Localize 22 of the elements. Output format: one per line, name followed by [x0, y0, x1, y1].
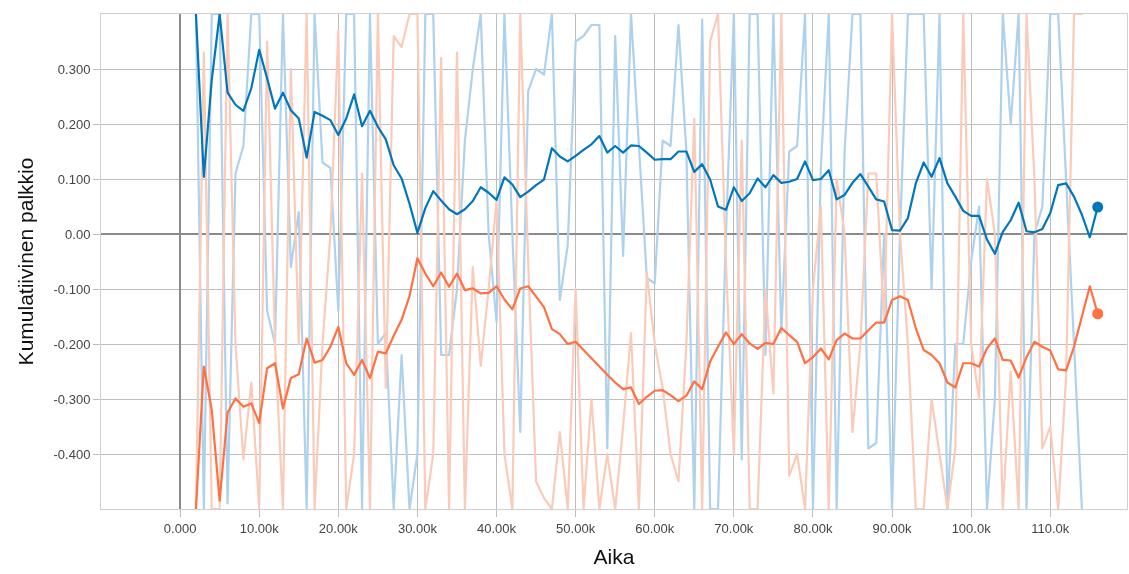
x-tick-label: 70.00k — [714, 520, 754, 536]
y-axis-title: Kumulatiivinen palkkio — [13, 157, 37, 366]
x-tick-label: 0.000 — [163, 520, 197, 536]
y-tick-label: -0.300 — [53, 391, 91, 407]
x-axis-title: Aika — [593, 544, 635, 568]
x-tick-label: 30.00k — [397, 520, 438, 536]
x-tick-label: 100.0k — [951, 520, 992, 536]
y-tick-label: 0.300 — [57, 61, 91, 77]
x-tick-label: 10.00k — [239, 520, 280, 536]
y-tick-label: -0.400 — [53, 446, 91, 462]
x-tick-label: 50.00k — [556, 520, 596, 536]
x-tick-label: 80.00k — [793, 520, 833, 536]
x-tick-label: 90.00k — [872, 520, 913, 536]
y-tick-label: 0.100 — [57, 171, 91, 187]
x-tick-label: 40.00k — [477, 520, 517, 536]
y-tick-label: 0.200 — [57, 116, 91, 132]
y-tick-label: 0.00 — [65, 226, 91, 242]
y-tick-label: -0.200 — [53, 336, 91, 352]
x-tick-label: 110.0k — [1031, 520, 1070, 536]
x-tick-label: 20.00k — [318, 520, 359, 536]
x-tick-label: 60.00k — [635, 520, 675, 536]
y-tick-label: -0.100 — [53, 281, 91, 297]
